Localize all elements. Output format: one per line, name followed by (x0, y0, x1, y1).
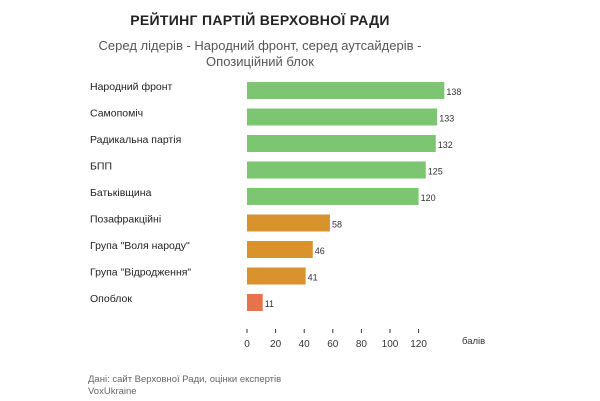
x-tick-label: 0 (244, 339, 250, 350)
x-tick-label: 40 (299, 339, 311, 350)
x-tick-label: 60 (327, 339, 339, 350)
value-label: 120 (421, 193, 436, 203)
bar (247, 135, 436, 152)
category-label: БПП (90, 161, 112, 173)
value-label: 125 (428, 167, 443, 177)
source-credit: VoxUkraine (88, 386, 137, 397)
category-label: Народний фронт (90, 81, 173, 93)
bar (247, 241, 313, 258)
category-label: Радикальна партія (90, 134, 181, 146)
category-label: Опоблок (90, 293, 132, 305)
value-label: 133 (439, 114, 454, 124)
x-tick-label: 20 (270, 339, 282, 350)
value-label: 46 (315, 246, 325, 256)
bar (247, 294, 263, 311)
value-label: 132 (438, 140, 453, 150)
bar (247, 161, 426, 179)
category-label: Самопоміч (90, 108, 143, 120)
chart-title: РЕЙТИНГ ПАРТІЙ ВЕРХОВНОЇ РАДИ (130, 12, 390, 28)
category-label: Група "Воля народу" (90, 240, 190, 252)
value-label: 11 (265, 299, 274, 309)
chart-subtitle: Серед лідерів - Народний фронт, серед ау… (98, 38, 422, 69)
value-label: 138 (446, 87, 461, 97)
bar (247, 82, 445, 99)
bar (247, 267, 306, 285)
x-tick-label: 100 (382, 339, 399, 350)
x-unit-label: балів (462, 336, 485, 347)
category-label: Група "Відродження" (90, 267, 191, 279)
value-label: 41 (308, 273, 318, 283)
x-tick-label: 120 (410, 339, 427, 350)
category-label: Батьківщина (90, 187, 152, 199)
category-label: Позафракційні (90, 214, 161, 226)
x-tick-label: 80 (356, 339, 368, 350)
source-line: Дані: сайт Верховної Ради, оцінки експер… (88, 374, 282, 385)
bar (247, 214, 330, 232)
source-note: Дані: сайт Верховної Ради, оцінки експер… (88, 374, 281, 398)
bar (247, 108, 438, 126)
value-label: 58 (332, 220, 342, 230)
bar (247, 188, 419, 205)
